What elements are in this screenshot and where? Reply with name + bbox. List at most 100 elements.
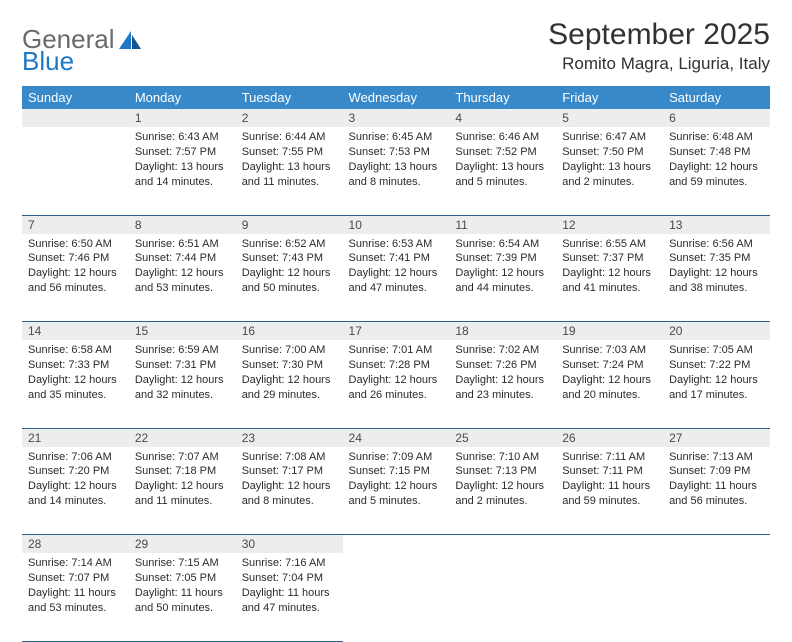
day-content: Sunrise: 7:02 AMSunset: 7:26 PMDaylight:… [449,340,556,408]
day-content: Sunrise: 6:59 AMSunset: 7:31 PMDaylight:… [129,340,236,408]
sunset-text: Sunset: 7:05 PM [135,571,230,586]
day-number-cell: 1 [129,109,236,127]
sunrise-text: Sunrise: 6:50 AM [28,237,123,252]
daylight-text: Daylight: 12 hours and 23 minutes. [455,373,550,403]
day-number: 25 [449,429,556,447]
day-cell [343,553,450,641]
day-number-cell: 17 [343,322,450,341]
day-number: 18 [449,322,556,340]
day-number: 5 [556,109,663,127]
sunrise-text: Sunrise: 7:07 AM [135,450,230,465]
day-number-cell: 8 [129,215,236,234]
day-number: 13 [663,216,770,234]
day-number-cell: 11 [449,215,556,234]
daylight-text: Daylight: 12 hours and 17 minutes. [669,373,764,403]
day-cell: Sunrise: 7:06 AMSunset: 7:20 PMDaylight:… [22,447,129,535]
daylight-text: Daylight: 13 hours and 8 minutes. [349,160,444,190]
week-daynum-row: 78910111213 [22,215,770,234]
sunrise-text: Sunrise: 7:05 AM [669,343,764,358]
day-cell: Sunrise: 6:44 AMSunset: 7:55 PMDaylight:… [236,127,343,215]
day-content: Sunrise: 6:48 AMSunset: 7:48 PMDaylight:… [663,127,770,195]
sunrise-text: Sunrise: 6:53 AM [349,237,444,252]
sunset-text: Sunset: 7:46 PM [28,251,123,266]
day-number: 1 [129,109,236,127]
day-number-empty [449,535,556,553]
day-number-cell: 27 [663,428,770,447]
daylight-text: Daylight: 12 hours and 14 minutes. [28,479,123,509]
daylight-text: Daylight: 12 hours and 26 minutes. [349,373,444,403]
sunset-text: Sunset: 7:37 PM [562,251,657,266]
daylight-text: Daylight: 12 hours and 44 minutes. [455,266,550,296]
day-number-cell: 18 [449,322,556,341]
day-content: Sunrise: 6:55 AMSunset: 7:37 PMDaylight:… [556,234,663,302]
day-number-empty [22,109,129,127]
sunset-text: Sunset: 7:11 PM [562,464,657,479]
sunset-text: Sunset: 7:04 PM [242,571,337,586]
sunrise-text: Sunrise: 7:14 AM [28,556,123,571]
brand-part2: Blue [22,46,74,77]
sunset-text: Sunset: 7:55 PM [242,145,337,160]
day-number-cell: 25 [449,428,556,447]
day-number: 6 [663,109,770,127]
sunrise-text: Sunrise: 7:15 AM [135,556,230,571]
daylight-text: Daylight: 11 hours and 59 minutes. [562,479,657,509]
sunset-text: Sunset: 7:50 PM [562,145,657,160]
daylight-text: Daylight: 11 hours and 56 minutes. [669,479,764,509]
sunrise-text: Sunrise: 7:13 AM [669,450,764,465]
sunset-text: Sunset: 7:13 PM [455,464,550,479]
day-cell [556,553,663,641]
day-cell: Sunrise: 7:02 AMSunset: 7:26 PMDaylight:… [449,340,556,428]
day-number: 4 [449,109,556,127]
day-content: Sunrise: 7:06 AMSunset: 7:20 PMDaylight:… [22,447,129,515]
day-content: Sunrise: 6:44 AMSunset: 7:55 PMDaylight:… [236,127,343,195]
day-number-cell: 30 [236,535,343,554]
day-content: Sunrise: 6:58 AMSunset: 7:33 PMDaylight:… [22,340,129,408]
sunset-text: Sunset: 7:26 PM [455,358,550,373]
day-cell: Sunrise: 7:03 AMSunset: 7:24 PMDaylight:… [556,340,663,428]
calendar-body: 123456Sunrise: 6:43 AMSunset: 7:57 PMDay… [22,109,770,641]
day-number-cell: 13 [663,215,770,234]
day-number-cell: 19 [556,322,663,341]
day-cell: Sunrise: 6:56 AMSunset: 7:35 PMDaylight:… [663,234,770,322]
week-daynum-row: 123456 [22,109,770,127]
sunset-text: Sunset: 7:43 PM [242,251,337,266]
sunset-text: Sunset: 7:53 PM [349,145,444,160]
week-content-row: Sunrise: 7:06 AMSunset: 7:20 PMDaylight:… [22,447,770,535]
daylight-text: Daylight: 12 hours and 5 minutes. [349,479,444,509]
day-content: Sunrise: 7:01 AMSunset: 7:28 PMDaylight:… [343,340,450,408]
day-cell: Sunrise: 6:52 AMSunset: 7:43 PMDaylight:… [236,234,343,322]
week-content-row: Sunrise: 6:50 AMSunset: 7:46 PM Daylight:… [22,234,770,322]
day-number: 17 [343,322,450,340]
day-number-cell: 21 [22,428,129,447]
sunrise-text: Sunrise: 6:55 AM [562,237,657,252]
dow-header: Monday [129,86,236,109]
day-number: 12 [556,216,663,234]
sunset-text: Sunset: 7:17 PM [242,464,337,479]
day-number-cell [663,535,770,554]
day-number: 3 [343,109,450,127]
day-content: Sunrise: 6:46 AMSunset: 7:52 PMDaylight:… [449,127,556,195]
sunset-text: Sunset: 7:20 PM [28,464,123,479]
day-number-cell: 20 [663,322,770,341]
sunset-text: Sunset: 7:22 PM [669,358,764,373]
day-number-cell: 29 [129,535,236,554]
dow-header: Tuesday [236,86,343,109]
day-number: 15 [129,322,236,340]
day-number-cell: 9 [236,215,343,234]
sunset-text: Sunset: 7:57 PM [135,145,230,160]
day-number-cell: 14 [22,322,129,341]
month-title: September 2025 [548,18,770,52]
day-content: Sunrise: 7:13 AMSunset: 7:09 PMDaylight:… [663,447,770,515]
week-daynum-row: 14151617181920 [22,322,770,341]
sunset-text: Sunset: 7:07 PM [28,571,123,586]
daylight-text: Daylight: 12 hours and 11 minutes. [135,479,230,509]
day-of-week-row: SundayMondayTuesdayWednesdayThursdayFrid… [22,86,770,109]
dow-header: Sunday [22,86,129,109]
day-cell: Sunrise: 6:54 AMSunset: 7:39 PMDaylight:… [449,234,556,322]
sunset-text: Sunset: 7:52 PM [455,145,550,160]
week-content-row: Sunrise: 7:14 AMSunset: 7:07 PMDaylight:… [22,553,770,641]
day-cell: Sunrise: 7:09 AMSunset: 7:15 PMDaylight:… [343,447,450,535]
sunrise-text: Sunrise: 7:01 AM [349,343,444,358]
sunrise-text: Sunrise: 6:56 AM [669,237,764,252]
day-cell: Sunrise: 7:01 AMSunset: 7:28 PMDaylight:… [343,340,450,428]
